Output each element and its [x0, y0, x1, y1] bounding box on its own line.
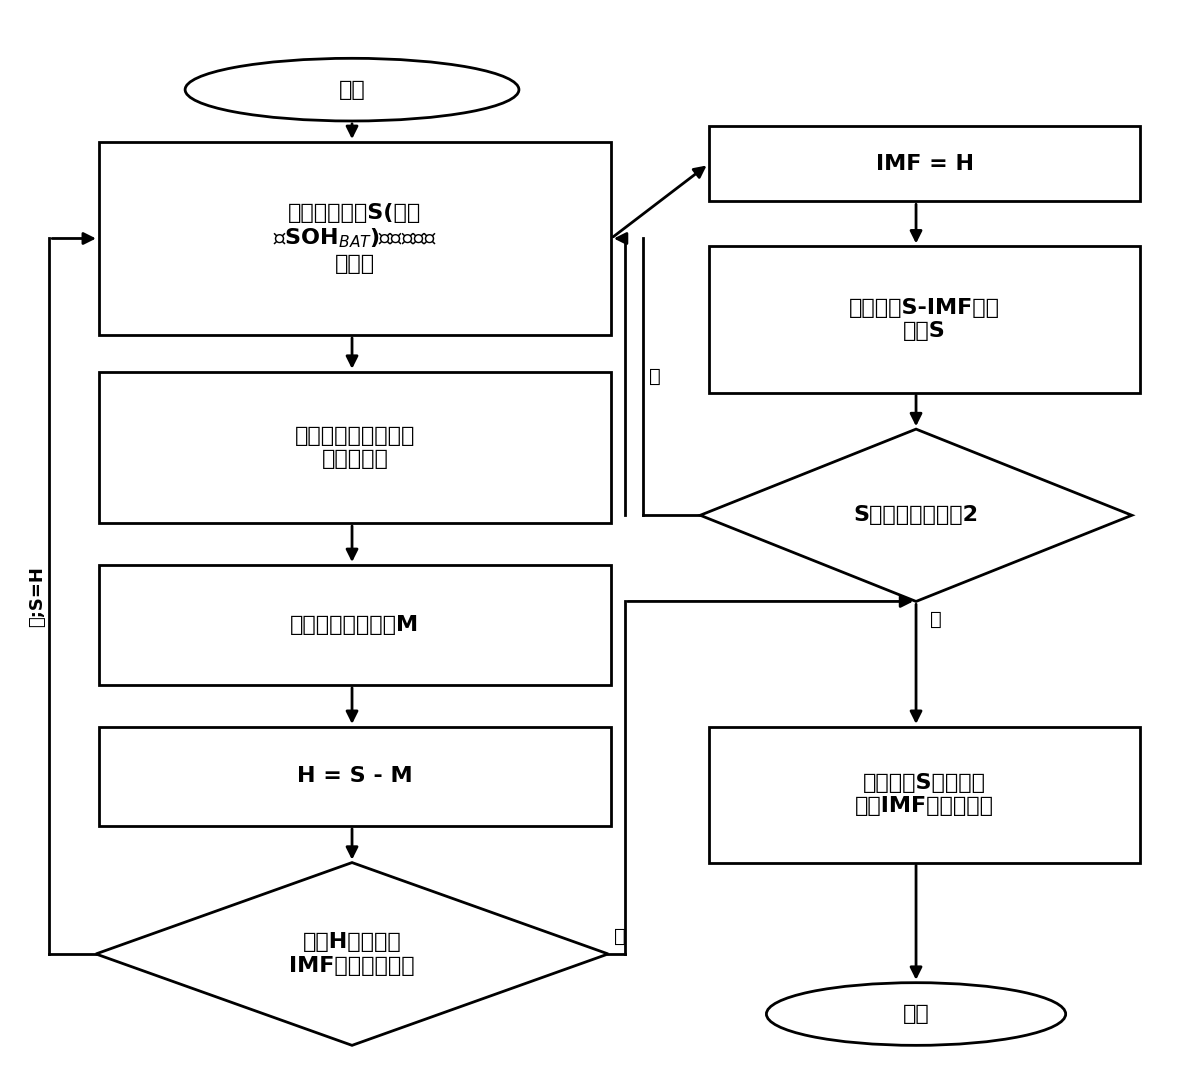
FancyBboxPatch shape — [98, 372, 611, 523]
Text: 结束: 结束 — [903, 1004, 929, 1024]
Polygon shape — [700, 429, 1132, 602]
Ellipse shape — [185, 59, 519, 121]
Text: 否: 否 — [649, 368, 661, 386]
FancyBboxPatch shape — [98, 141, 611, 335]
Text: 是: 是 — [614, 927, 626, 945]
Text: 求极大值点和极小值
点的包络线: 求极大值点和极小值 点的包络线 — [295, 425, 415, 469]
Text: 是: 是 — [930, 609, 941, 629]
Text: 否;S=H: 否;S=H — [28, 566, 46, 627]
Text: 输入信号S-IMF分量
得到S: 输入信号S-IMF分量 得到S — [849, 298, 1000, 341]
FancyBboxPatch shape — [709, 126, 1140, 201]
Text: 求包络线的平均值M: 求包络线的平均值M — [290, 615, 420, 635]
Text: 输入信号S被分解为
多组IMF和余项残差: 输入信号S被分解为 多组IMF和余项残差 — [855, 774, 994, 816]
FancyBboxPatch shape — [709, 246, 1140, 393]
FancyBboxPatch shape — [98, 727, 611, 826]
Text: 判断H是否满足
IMF两个判定条件: 判断H是否满足 IMF两个判定条件 — [289, 932, 415, 976]
Text: 开始: 开始 — [338, 79, 366, 100]
Text: S极值点数不大于2: S极值点数不大于2 — [854, 505, 978, 526]
FancyBboxPatch shape — [709, 727, 1140, 863]
Ellipse shape — [766, 982, 1066, 1046]
Polygon shape — [96, 863, 608, 1046]
FancyBboxPatch shape — [98, 565, 611, 685]
Text: IMF = H: IMF = H — [875, 153, 974, 174]
Text: H = S - M: H = S - M — [297, 766, 412, 787]
Text: 找到输入信号S(此处
为SOH$_{BAT}$)的极大值和
极小值: 找到输入信号S(此处 为SOH$_{BAT}$)的极大值和 极小值 — [273, 203, 436, 274]
